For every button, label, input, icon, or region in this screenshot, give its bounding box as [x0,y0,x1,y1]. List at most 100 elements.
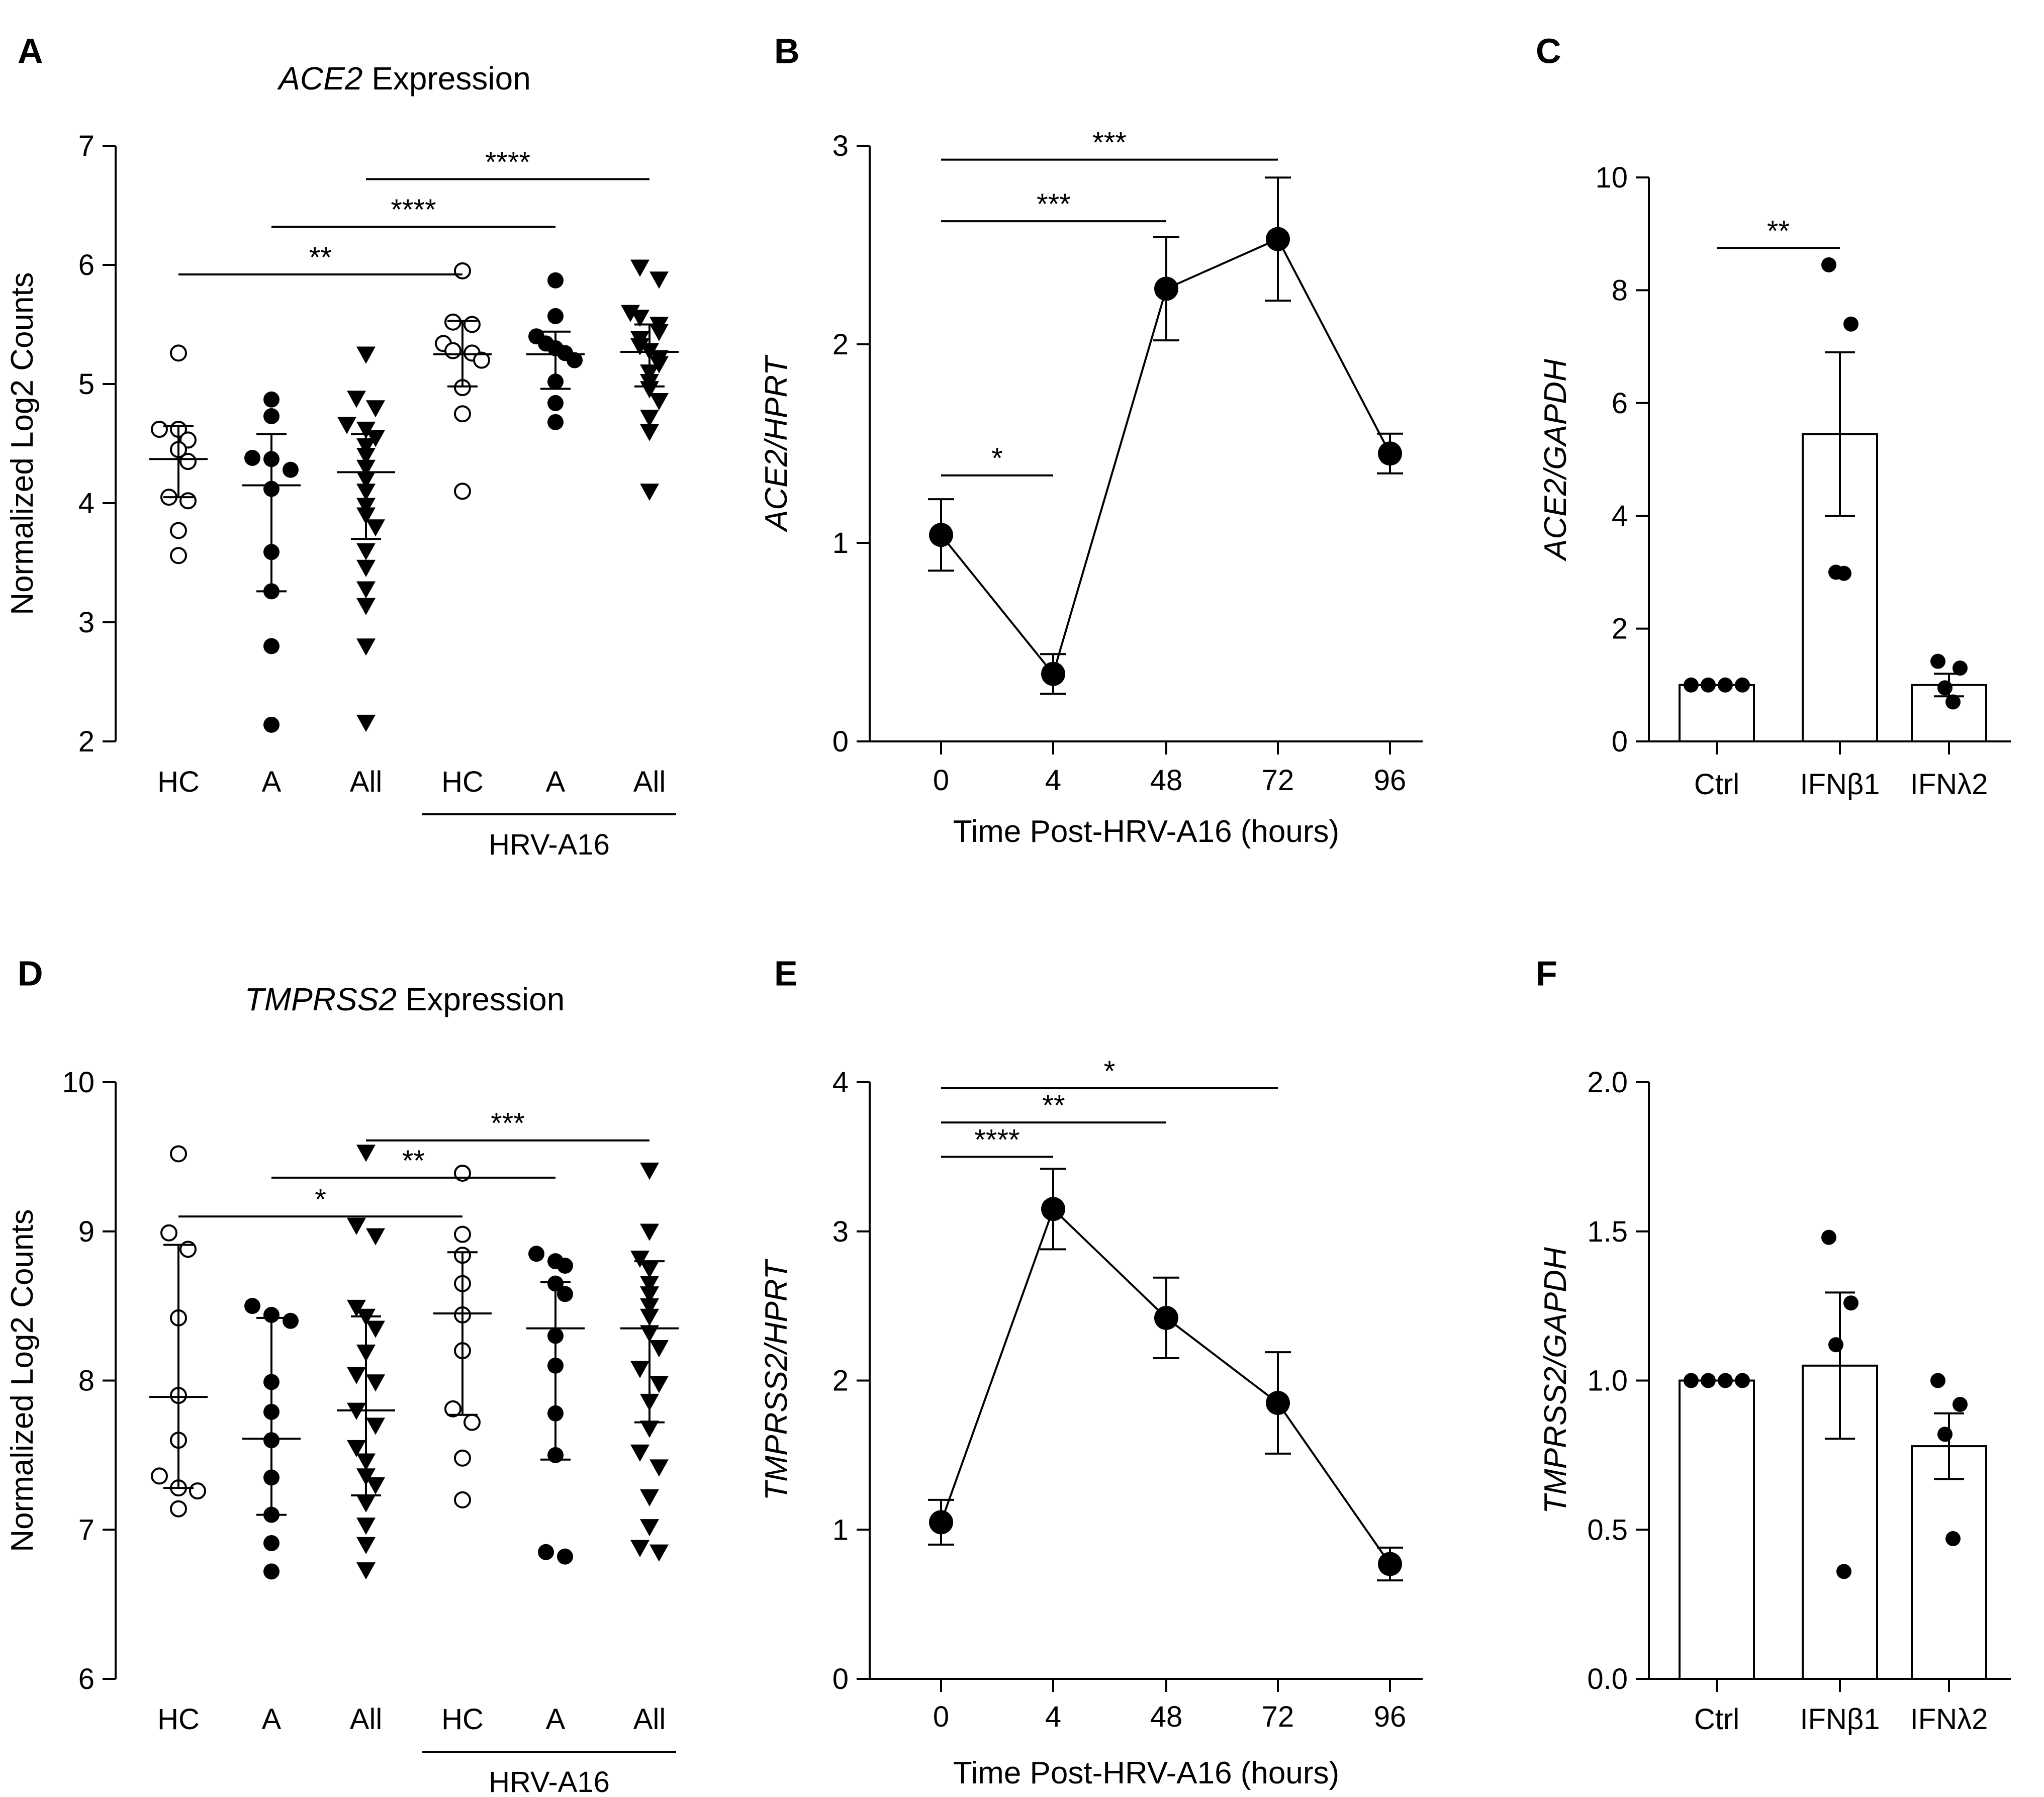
data-point [356,581,376,599]
data-point [1937,1427,1953,1442]
y-axis-title: Normalized Log2 Counts [5,272,40,615]
data-point [1041,1197,1065,1221]
x-tick-label: 48 [1150,764,1183,797]
data-point [1684,677,1699,693]
x-tick-label: 96 [1374,764,1407,797]
data-point [640,484,659,501]
y-tick-label: 1 [832,1514,849,1546]
series-4 [433,1165,492,1508]
data-point [640,1421,659,1438]
bar [1911,1445,1987,1680]
x-axis-title: Time Post-HRV-A16 (hours) [953,814,1339,849]
data-point [170,1145,187,1163]
y-tick-label: 2 [832,328,849,361]
y-tick-label: 5 [78,368,95,401]
data-point [547,308,564,324]
data-point [151,421,168,438]
series-4 [433,262,492,500]
series-6 [620,1162,679,1562]
bar [1679,1379,1755,1680]
significance-label: **** [485,146,530,178]
x-tick-label: 96 [1374,1700,1407,1733]
significance-label: *** [1037,188,1071,221]
y-tick-label: 1.0 [1587,1365,1628,1397]
data-point [263,408,280,424]
data-point [263,1535,280,1551]
data-point [1953,1396,1968,1412]
data-point [356,543,376,560]
data-point [649,1376,669,1393]
data-point [151,1467,168,1485]
data-point [1953,660,1968,676]
y-tick-label: 6 [78,249,95,281]
data-point [356,559,376,577]
data-point [640,1489,659,1506]
series-6 [620,259,679,501]
group-label: HRV-A16 [489,828,610,861]
panel-e: 0 1 2 3 4 TMPRSS2/HPRT E 0 4 48 72 96 Time Post-HRV-… [759,954,1423,1790]
data-point [1821,257,1836,272]
significance-label: *** [491,1107,525,1140]
data-point [557,1286,573,1302]
data-point [630,1361,649,1378]
series-line [940,1207,1391,1565]
y-tick-label: 4 [832,1066,849,1099]
panel-b: 0 1 2 3 ACE2/HPRT B 0 4 48 72 96 Time Post-HRV-A16 … [759,31,1423,849]
y-tick-label: 2 [832,1365,849,1397]
x-category-label: IFNβ1 [1800,1703,1880,1736]
data-point [473,351,490,369]
y-tick-label: 6 [78,1663,95,1695]
x-category-label: A [262,766,282,798]
x-category-label: HC [157,1703,200,1736]
y-tick-label: 3 [832,1215,849,1248]
data-point [356,1518,376,1535]
data-point [1930,653,1945,669]
chart-title: TMPRSS2 Expression [245,981,565,1017]
y-axis-title: TMPRSS2/GAPDH [1538,1247,1573,1514]
data-point [1930,1373,1945,1388]
data-point [366,1417,385,1435]
data-point [356,714,376,732]
data-point [444,313,461,331]
data-point [1154,276,1178,301]
data-point [630,1444,649,1462]
x-category-label: Ctrl [1694,1703,1739,1736]
y-tick-label: 7 [78,130,95,162]
data-point [347,1299,366,1317]
data-point [366,519,385,537]
data-point [283,461,299,478]
x-category-label: A [546,1703,566,1736]
data-point [630,310,649,327]
x-tick-label: 0 [933,1700,949,1733]
bar [1679,684,1755,743]
data-point [366,400,385,418]
x-tick-label: 0 [933,764,949,797]
x-category-label: IFNλ2 [1910,768,1988,801]
data-point [463,1413,481,1431]
x-category-label: HC [441,1703,484,1736]
y-axis-title: Normalized Log2 Counts [5,1209,40,1552]
data-point [347,1217,366,1235]
series-1 [149,344,208,564]
y-tick-label: 10 [62,1066,95,1099]
data-point [538,1544,554,1560]
data-point [1836,565,1851,581]
data-point [454,1491,471,1508]
x-tick-label: 72 [1262,1700,1294,1733]
data-point [1378,441,1402,466]
data-point [347,1367,366,1384]
x-category-label: IFNβ1 [1800,768,1880,801]
data-point [454,405,471,423]
data-point [454,483,471,500]
data-point [366,1228,385,1246]
y-tick-label: 0 [832,1663,849,1695]
significance-label: ** [1042,1089,1065,1122]
data-point [170,522,187,539]
y-tick-label: 2.0 [1587,1066,1628,1099]
data-point [444,1400,461,1417]
data-point [1701,1373,1716,1388]
data-point [1843,1295,1859,1311]
data-point [356,1495,376,1512]
series-5 [526,1246,585,1565]
significance-label: ** [402,1145,425,1177]
